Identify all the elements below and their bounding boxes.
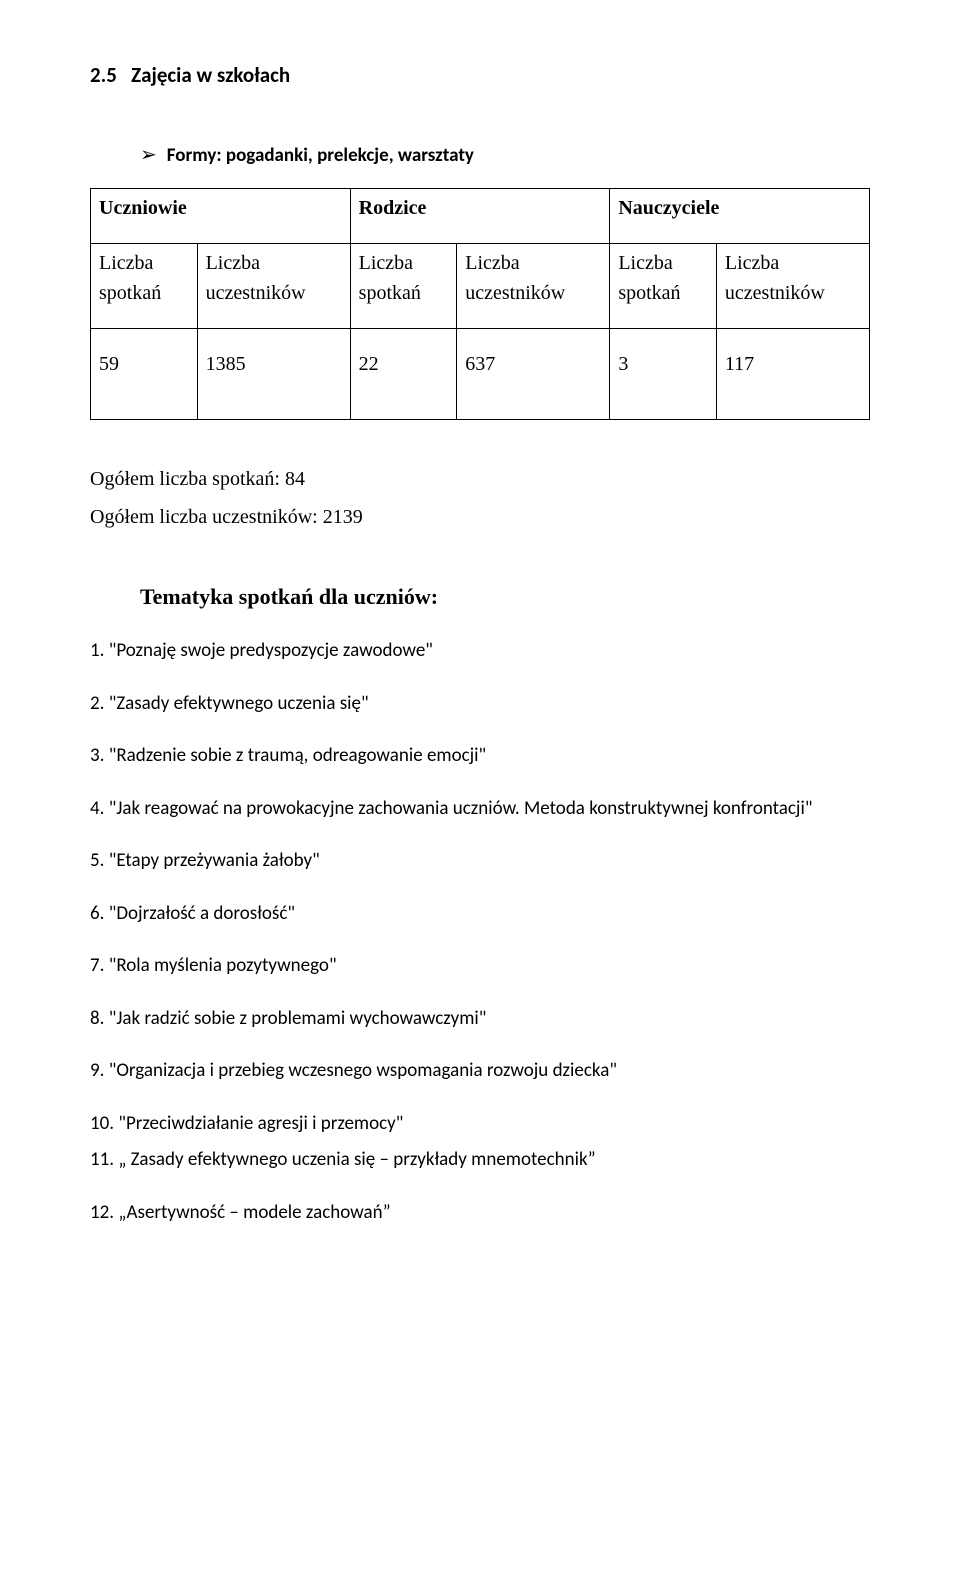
list-item: 9. "Organizacja i przebieg wczesnego wsp… bbox=[90, 1057, 870, 1086]
table-header-row: Uczniowie Rodzice Nauczyciele bbox=[91, 189, 870, 244]
section-title: Zajęcia w szkołach bbox=[131, 62, 290, 88]
list-item: 6. "Dojrzałość a dorosłość" bbox=[90, 900, 870, 929]
table-data-row: 59 1385 22 637 3 117 bbox=[91, 329, 870, 420]
subhead-cell: Liczba uczestników bbox=[197, 244, 350, 329]
subhead-cell: Liczba uczestników bbox=[716, 244, 869, 329]
list-item: 10. "Przeciwdziałanie agresji i przemocy… bbox=[90, 1110, 870, 1139]
data-cell: 117 bbox=[716, 329, 869, 420]
list-item: 7. "Rola myślenia pozytywnego" bbox=[90, 952, 870, 981]
data-cell: 59 bbox=[91, 329, 198, 420]
list-item: 1. "Poznaję swoje predyspozycje zawodowe… bbox=[90, 637, 870, 666]
topics-list: 1. "Poznaję swoje predyspozycje zawodowe… bbox=[90, 637, 870, 1227]
bullet-arrow-icon: ➢ bbox=[140, 140, 157, 170]
list-item: 11. „ Zasady efektywnego uczenia się – p… bbox=[90, 1146, 870, 1175]
group-header-uczniowie: Uczniowie bbox=[91, 189, 351, 244]
list-item: 4. "Jak reagować na prowokacyjne zachowa… bbox=[90, 795, 870, 824]
list-item: 5. "Etapy przeżywania żałoby" bbox=[90, 847, 870, 876]
section-number: 2.5 bbox=[90, 62, 117, 88]
data-cell: 1385 bbox=[197, 329, 350, 420]
group-header-rodzice: Rodzice bbox=[350, 189, 610, 244]
data-cell: 22 bbox=[350, 329, 457, 420]
data-cell: 3 bbox=[610, 329, 717, 420]
document-page: 2.5 Zajęcia w szkołach ➢ Formy: pogadank… bbox=[0, 0, 960, 1593]
summary-meetings: Ogółem liczba spotkań: 84 bbox=[90, 460, 870, 498]
topics-heading: Tematyka spotkań dla uczniów: bbox=[140, 580, 870, 613]
subhead-cell: Liczba spotkań bbox=[91, 244, 198, 329]
list-item: 8. "Jak radzić sobie z problemami wychow… bbox=[90, 1005, 870, 1034]
list-item: 3. "Radzenie sobie z traumą, odreagowani… bbox=[90, 742, 870, 771]
summary-block: Ogółem liczba spotkań: 84 Ogółem liczba … bbox=[90, 460, 870, 536]
subhead-cell: Liczba spotkań bbox=[610, 244, 717, 329]
forms-label: Formy: pogadanki, prelekcje, warsztaty bbox=[167, 142, 474, 171]
summary-participants: Ogółem liczba uczestników: 2139 bbox=[90, 498, 870, 536]
table-subheader-row: Liczba spotkań Liczba uczestników Liczba… bbox=[91, 244, 870, 329]
group-header-nauczyciele: Nauczyciele bbox=[610, 189, 870, 244]
subhead-cell: Liczba uczestników bbox=[457, 244, 610, 329]
list-item: 12. „Asertywność – modele zachowań” bbox=[90, 1199, 870, 1228]
data-cell: 637 bbox=[457, 329, 610, 420]
list-item: 2. "Zasady efektywnego uczenia się" bbox=[90, 690, 870, 719]
section-heading: 2.5 Zajęcia w szkołach bbox=[90, 60, 870, 92]
forms-line: ➢ Formy: pogadanki, prelekcje, warsztaty bbox=[140, 140, 870, 171]
subhead-cell: Liczba spotkań bbox=[350, 244, 457, 329]
stats-table: Uczniowie Rodzice Nauczyciele Liczba spo… bbox=[90, 188, 870, 420]
